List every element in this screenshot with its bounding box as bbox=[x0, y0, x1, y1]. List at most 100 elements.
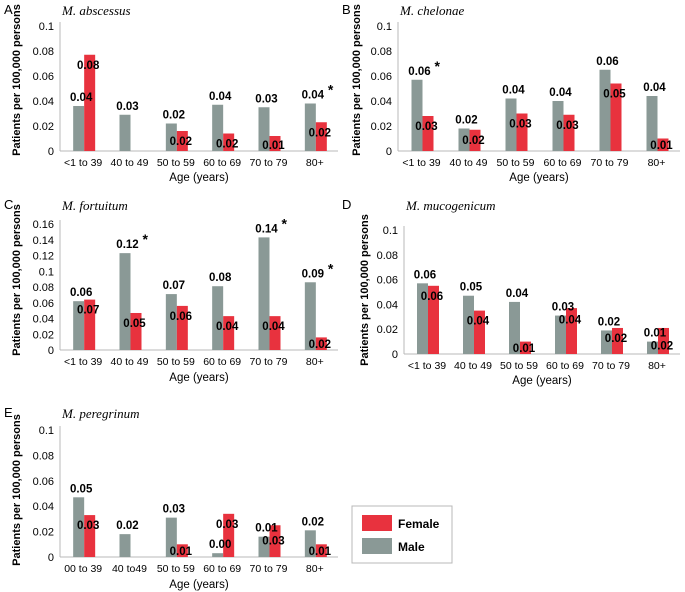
x-tick-label: 60 to 69 bbox=[203, 356, 241, 368]
data-label-female: 0.08 bbox=[77, 60, 100, 72]
bar-female bbox=[520, 341, 531, 354]
x-tick-label: 40 to49 bbox=[112, 563, 147, 575]
y-tick-label: 0.06 bbox=[377, 275, 398, 287]
y-tick-label: 0.06 bbox=[33, 298, 54, 310]
data-label-female: 0.02 bbox=[170, 136, 192, 148]
y-tick-label: 0.02 bbox=[33, 527, 54, 539]
bar-male bbox=[458, 128, 470, 151]
y-tick-label: 0 bbox=[48, 146, 54, 158]
legend-box bbox=[351, 505, 453, 564]
bar-male bbox=[212, 286, 224, 350]
bar-male bbox=[555, 315, 566, 354]
bar-female bbox=[269, 525, 281, 557]
data-label-female: 0.04 bbox=[467, 316, 490, 328]
data-label-male: 0.06 bbox=[596, 56, 618, 68]
data-label-female: 0.03 bbox=[415, 121, 437, 133]
x-tick-label: <1 to 39 bbox=[64, 157, 102, 169]
data-label-female: 0.01 bbox=[513, 343, 536, 355]
x-tick-label: 40 to 49 bbox=[111, 356, 149, 368]
y-axis-label: Patients per 100,000 persons bbox=[11, 414, 23, 566]
bar-male bbox=[258, 237, 270, 350]
bar-male bbox=[119, 534, 131, 557]
data-label-male: 0.07 bbox=[163, 280, 185, 292]
bar-male bbox=[411, 79, 423, 151]
y-tick-label: 0.02 bbox=[377, 324, 398, 336]
data-label-male: 0.04 bbox=[302, 90, 325, 102]
data-label-male: 0.02 bbox=[116, 520, 138, 532]
data-label-female: 0.01 bbox=[309, 546, 332, 558]
y-tick-label: 0.06 bbox=[33, 71, 54, 83]
x-tick-label: 80+ bbox=[306, 157, 324, 169]
y-tick-label: 0 bbox=[392, 349, 398, 361]
bar-male bbox=[212, 553, 224, 557]
y-tick-label: 0.04 bbox=[33, 501, 54, 513]
data-label-female: 0.01 bbox=[170, 546, 193, 558]
bar-male bbox=[304, 103, 316, 151]
panel-d: D M. mucogenicum Patients per 100,000 pers… bbox=[342, 197, 680, 387]
significance-star: * bbox=[435, 58, 441, 74]
data-label-male: 0.01 bbox=[644, 328, 667, 340]
x-tick-label: 40 to 49 bbox=[450, 157, 488, 169]
bar-male bbox=[646, 96, 658, 151]
data-label-female: 0.06 bbox=[170, 311, 192, 323]
data-label-male: 0.09 bbox=[302, 268, 324, 280]
y-tick-label: 0.1 bbox=[39, 425, 54, 437]
y-axis-label: Patients per 100,000 persons bbox=[359, 214, 371, 366]
y-axis-label: Patients per 100,000 persons bbox=[11, 4, 23, 156]
bar-female bbox=[469, 129, 481, 151]
x-tick-label: 50 to 59 bbox=[157, 356, 195, 368]
y-tick-label: 0.02 bbox=[371, 121, 392, 133]
legend-female-swatch bbox=[362, 515, 392, 531]
bar-female bbox=[610, 83, 622, 151]
x-tick-label: 60 to 69 bbox=[544, 157, 582, 169]
bar-female bbox=[269, 136, 281, 151]
bar-female bbox=[612, 327, 623, 354]
data-label-female: 0.03 bbox=[262, 536, 284, 548]
data-label-female: 0.06 bbox=[421, 291, 443, 303]
x-tick-label: 50 to 59 bbox=[497, 157, 535, 169]
chart-title: M. chelonae bbox=[399, 3, 464, 18]
x-tick-label: 80+ bbox=[306, 356, 324, 368]
x-tick-label: <1 to 39 bbox=[402, 157, 440, 169]
y-tick-label: 0.08 bbox=[377, 250, 398, 262]
chart-title: M. mucogenicum bbox=[405, 198, 496, 213]
data-label-male: 0.12 bbox=[116, 239, 138, 251]
bar-male bbox=[119, 114, 131, 151]
bar-female bbox=[315, 122, 327, 151]
data-label-female: 0.02 bbox=[309, 339, 331, 351]
y-tick-label: 0.14 bbox=[33, 235, 54, 247]
data-label-male: 0.04 bbox=[506, 288, 529, 300]
x-tick-label: 00 to 39 bbox=[64, 563, 102, 575]
y-tick-label: 0.1 bbox=[39, 266, 54, 278]
legend: Female Male bbox=[351, 505, 453, 564]
bar-female bbox=[422, 116, 434, 151]
y-tick-label: 0.04 bbox=[33, 96, 54, 108]
panel-a: A M. abscessus Patients per 100,000 person… bbox=[4, 2, 338, 184]
y-tick-label: 0.08 bbox=[33, 450, 54, 462]
y-tick-label: 0.06 bbox=[371, 71, 392, 83]
bar-female bbox=[315, 544, 327, 557]
y-tick-label: 0 bbox=[48, 345, 54, 357]
data-label-female: 0.04 bbox=[559, 315, 582, 327]
x-tick-label: 70 to 79 bbox=[250, 157, 288, 169]
data-label-male: 0.03 bbox=[552, 302, 574, 314]
bar-female bbox=[130, 312, 142, 350]
data-label-male: 0.02 bbox=[455, 115, 477, 127]
data-label-female: 0.04 bbox=[262, 321, 285, 333]
data-label-male: 0.02 bbox=[598, 316, 620, 328]
x-axis-label: Age (years) bbox=[169, 372, 229, 384]
bar-male bbox=[165, 294, 177, 350]
bar-female bbox=[516, 113, 528, 151]
legend-male-label: Male bbox=[398, 540, 425, 554]
x-axis-label: Age (years) bbox=[509, 172, 569, 184]
data-label-female: 0.03 bbox=[77, 520, 99, 532]
bar-male bbox=[73, 106, 85, 151]
data-label-male: 0.00 bbox=[209, 539, 231, 551]
y-tick-label: 0.1 bbox=[377, 21, 392, 33]
bar-male bbox=[463, 295, 474, 354]
x-tick-label: 60 to 69 bbox=[546, 360, 584, 372]
bar-female bbox=[563, 114, 575, 151]
bar-female bbox=[176, 305, 188, 350]
y-tick-label: 0.04 bbox=[377, 299, 398, 311]
significance-star: * bbox=[143, 231, 149, 247]
